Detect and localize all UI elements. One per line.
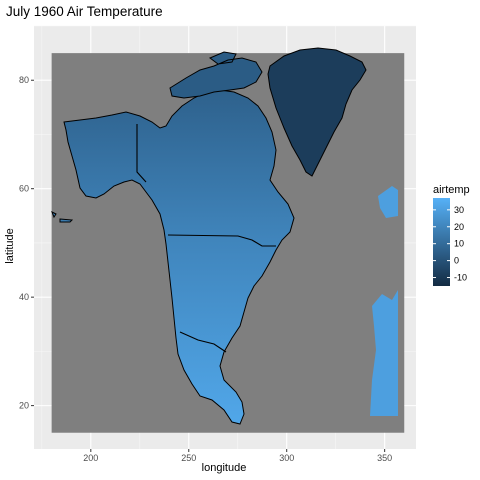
legend-tick-label: 20 [454,222,464,232]
x-axis-title: longitude [202,462,247,474]
plot-title: July 1960 Air Temperature [6,4,163,19]
legend-tick-label: 10 [454,239,464,249]
x-tick-label: 250 [181,453,196,463]
x-tick-label: 300 [279,453,294,463]
legend-title: airtemp [433,184,470,196]
x-tick-label: 200 [83,453,98,463]
y-tick-label: 60 [19,184,29,194]
y-tick-label: 80 [19,75,29,85]
x-tick-label: 350 [377,453,392,463]
plot-panel [34,26,416,449]
y-tick-label: 20 [19,401,29,411]
legend-tick-label: -10 [454,273,467,283]
legend-tick-label: 30 [454,205,464,215]
y-tick-label: 40 [19,292,29,302]
y-axis-title: latitude [4,228,16,263]
legend-tick-label: 0 [454,256,459,266]
legend-colorbar [433,198,450,286]
